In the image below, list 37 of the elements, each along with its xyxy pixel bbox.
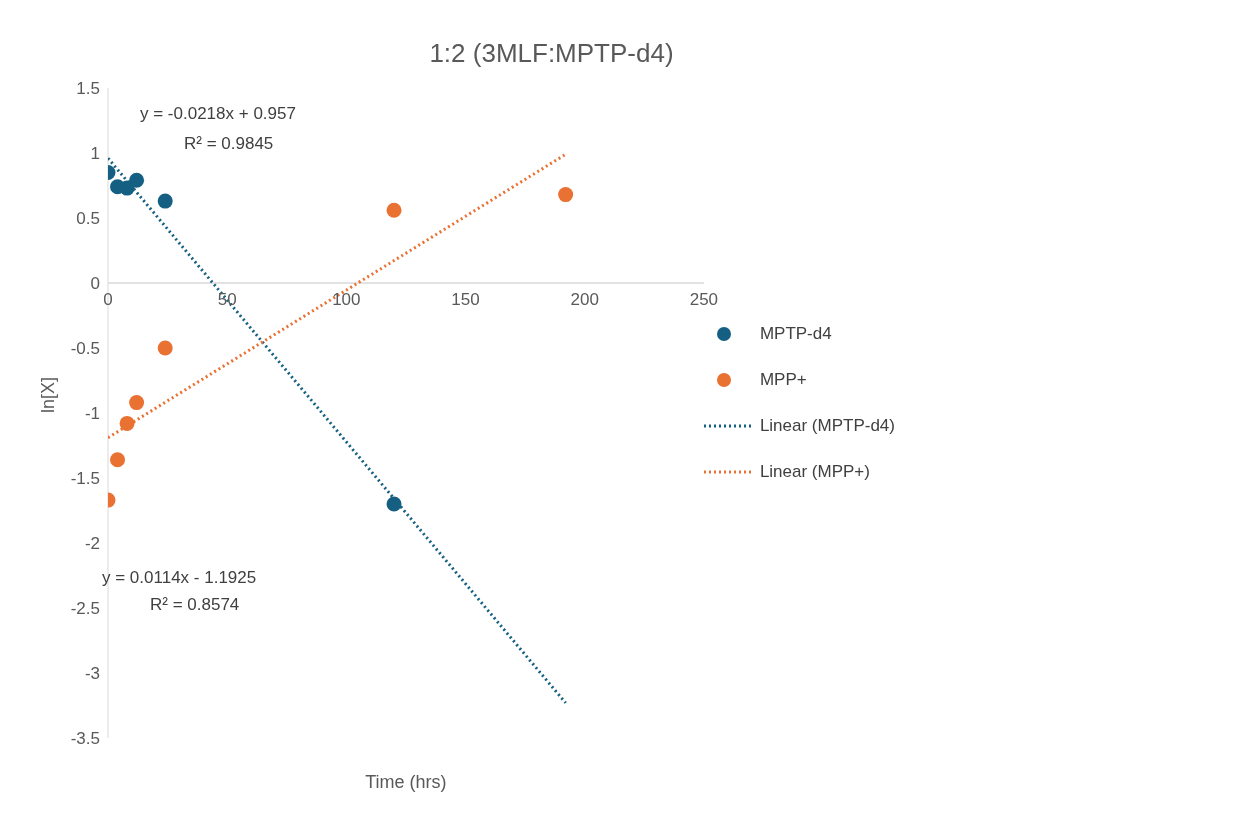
y-tick-label: 1 <box>90 144 100 164</box>
annotation: R² = 0.9845 <box>184 134 274 154</box>
x-tick-label: 150 <box>451 290 480 309</box>
x-axis-title: Time (hrs) <box>365 772 447 792</box>
point <box>110 452 126 468</box>
point <box>157 193 173 209</box>
x-tick-label: 250 <box>689 290 719 309</box>
y-axis-title: ln[X] <box>38 376 59 413</box>
point <box>386 202 402 218</box>
legend-label: MPTP-d4 <box>759 324 832 344</box>
point <box>119 415 135 431</box>
x-tick-label: 0 <box>103 290 113 309</box>
y-tick-label: -1 <box>84 404 100 424</box>
annotation: R² = 0.8574 <box>150 595 240 615</box>
point <box>129 172 145 188</box>
point <box>558 187 574 203</box>
point <box>129 395 145 411</box>
legend-label: MPP+ <box>759 370 807 390</box>
y-tick-label: 0 <box>90 274 100 294</box>
y-tick-label: 1.5 <box>76 79 100 99</box>
annotation: y = -0.0218x + 0.957 <box>140 104 296 124</box>
x-tick-label: 200 <box>570 290 599 309</box>
legend-label: Linear (MPP+) <box>759 462 870 482</box>
x-tick-label: 50 <box>217 290 237 309</box>
y-tick-label: -2.5 <box>70 599 100 619</box>
annotation: y = 0.0114x - 1.1925 <box>102 568 257 588</box>
legend-label: Linear (MPTP-d4) <box>759 416 895 436</box>
y-tick-label: -0.5 <box>70 339 100 359</box>
y-tick-label: 0.5 <box>76 209 100 229</box>
x-tick-label: 100 <box>332 290 361 309</box>
y-tick-label: -2 <box>84 534 100 554</box>
chart-title: 1:2 (3MLF:MPTP-d4) <box>428 38 675 69</box>
point <box>157 340 173 356</box>
y-tick-label: -3 <box>84 664 100 684</box>
y-tick-label: -3.5 <box>70 729 100 749</box>
y-tick-label: -1.5 <box>70 469 100 489</box>
point <box>386 496 402 512</box>
